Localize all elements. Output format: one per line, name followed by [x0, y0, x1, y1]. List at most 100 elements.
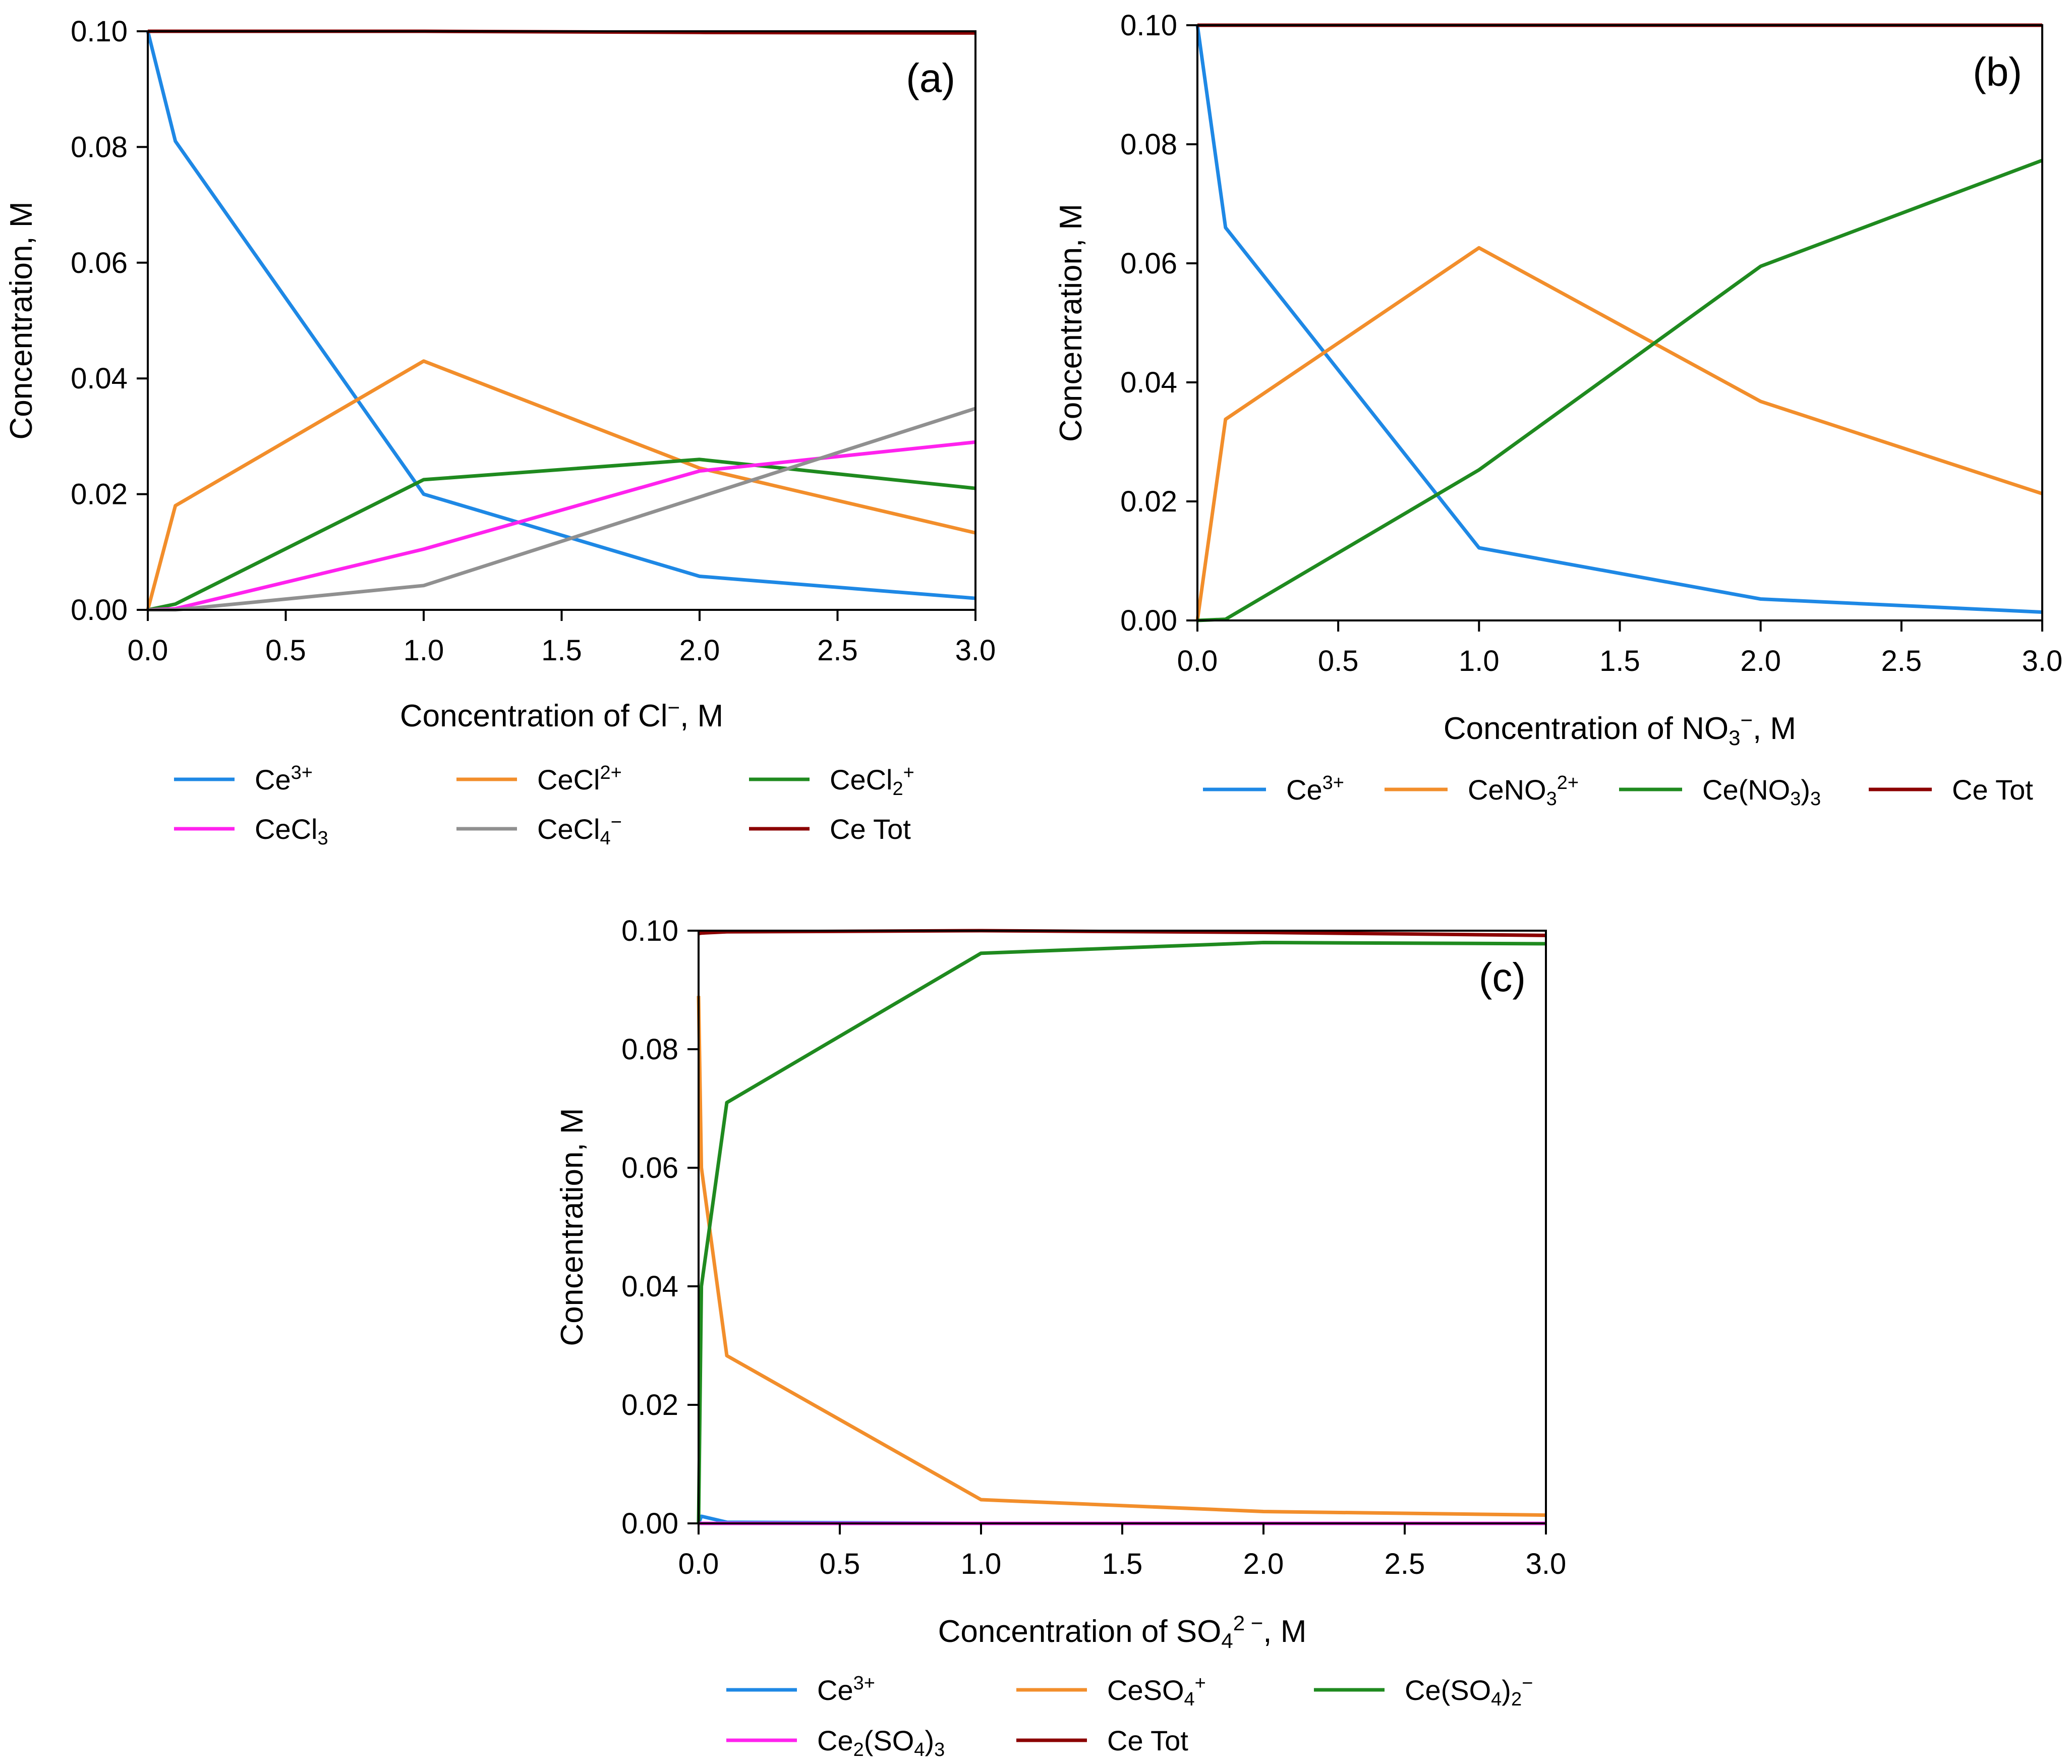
label-text: ) [1801, 774, 1810, 806]
legend-label: Ce(SO4)2− [1405, 1673, 1533, 1710]
y-tick-label: 0.00 [621, 1507, 678, 1540]
x-tick-label: 3.0 [2022, 645, 2063, 677]
plot-frame [147, 30, 976, 611]
legend-label: CeCl4− [537, 812, 622, 849]
legend-label: Ce3+ [255, 762, 313, 795]
label-text: , M [1263, 1614, 1306, 1649]
superscript: 2+ [600, 762, 621, 783]
y-tick-label: 0.10 [621, 915, 678, 947]
subscript: 4 [1184, 1689, 1195, 1710]
panel-label: (a) [906, 55, 955, 100]
x-tick-label: 1.0 [404, 634, 444, 667]
y-tick-label: 0.06 [621, 1152, 678, 1184]
legend-label: Ce2(SO4)3 [817, 1725, 945, 1760]
legend-item: Ce Tot [1016, 1725, 1188, 1756]
subscript: 4 [1221, 1629, 1233, 1653]
label-text: Ce [817, 1674, 853, 1706]
series-line-ceno3-2- [1195, 246, 2043, 621]
label-text: Ce [1286, 774, 1322, 806]
legend-item: Ce(NO3)3 [1619, 774, 1821, 810]
subscript: 2 [1511, 1689, 1522, 1710]
subscript: 4 [600, 828, 610, 849]
superscript: − [611, 812, 622, 833]
series-line-cecl3 [147, 440, 976, 612]
x-axis-label: Concentration of NO3−, M [1444, 708, 1796, 750]
y-tick-label: 0.06 [1120, 247, 1177, 280]
chart-panel-b: 0.0 0.5 1.0 1.5 2.0 2.5 3.0 0.00 0.02 0.04 0.06 0.0… [1054, 9, 2062, 810]
superscript: + [1195, 1673, 1206, 1694]
label-text: CeCl [537, 813, 600, 845]
x-tick-label: 2.5 [1385, 1548, 1425, 1580]
label-text: CeCl [537, 764, 600, 795]
legend-item: Ce3+ [726, 1673, 875, 1706]
label-text: Concentration of NO [1444, 711, 1729, 746]
y-tick-label: 0.04 [621, 1270, 678, 1303]
superscript: 3+ [291, 762, 313, 783]
legend-label: CeCl3 [255, 813, 328, 849]
superscript: − [1740, 708, 1753, 732]
x-tick-label: 2.0 [1740, 645, 1781, 677]
x-tick-label: 2.0 [1243, 1548, 1284, 1580]
superscript: + [903, 762, 914, 783]
legend-item: CeNO32+ [1385, 772, 1579, 810]
label-text: Ce Tot [830, 813, 911, 845]
legend-label: Ce Tot [1107, 1725, 1188, 1756]
panel-label: (c) [1479, 955, 1526, 1000]
label-text: Ce(SO [1405, 1674, 1491, 1706]
label-text: Concentration of Cl [400, 699, 668, 733]
label-text: , M [680, 699, 723, 733]
subscript: 3 [1810, 788, 1821, 810]
x-tick-label: 1.5 [1599, 645, 1640, 677]
label-text: Ce Tot [1107, 1725, 1188, 1756]
label-text: CeCl [830, 764, 892, 795]
label-text: CeNO [1468, 774, 1546, 806]
y-axis-label: Concentration, M [1054, 204, 1088, 442]
legend-item: CeCl3 [174, 813, 328, 849]
subscript: 2 [853, 1739, 864, 1760]
subscript: 3 [1546, 788, 1557, 810]
y-tick-label: 0.00 [1120, 604, 1177, 637]
legend-label: CeCl2+ [537, 762, 622, 795]
label-text: ) [925, 1725, 934, 1756]
label-text: Concentration of SO [938, 1614, 1222, 1649]
superscript: 3+ [1322, 772, 1344, 793]
label-text: , M [1753, 711, 1796, 746]
y-tick-label: 0.06 [71, 247, 128, 279]
y-axis-label: Concentration, M [555, 1108, 590, 1346]
legend-item: CeCl2+ [456, 762, 622, 795]
y-tick-label: 0.00 [71, 594, 128, 627]
label-text: CeSO [1107, 1674, 1184, 1706]
y-tick-label: 0.10 [1120, 9, 1177, 42]
x-tick-label: 1.5 [541, 634, 582, 667]
y-tick-label: 0.04 [71, 362, 128, 395]
label-text: Ce [255, 764, 291, 795]
y-tick-label: 0.02 [1120, 485, 1177, 518]
subscript: 4 [914, 1739, 925, 1760]
subscript: 3 [317, 828, 328, 849]
x-axis-label: Concentration of SO42 −, M [938, 1611, 1307, 1653]
label-text: (SO [864, 1725, 914, 1756]
y-tick-label: 0.08 [71, 131, 128, 163]
x-tick-label: 2.0 [679, 634, 720, 667]
x-axis-label: Concentration of Cl−, M [400, 696, 723, 733]
legend-label: Ce3+ [817, 1673, 875, 1706]
legend-item: Ce2(SO4)3 [726, 1725, 945, 1760]
x-tick-label: 1.0 [961, 1548, 1002, 1580]
label-text: Ce [817, 1725, 853, 1756]
legend: Ce3+ CeSO4+ Ce(SO4)2−Ce2(SO4)3 Ce Tot [726, 1673, 1533, 1760]
x-tick-label: 0.0 [1177, 645, 1218, 677]
y-tick-label: 0.02 [621, 1389, 678, 1421]
superscript: − [1522, 1673, 1533, 1694]
legend-label: Ce(NO3)3 [1702, 774, 1821, 810]
x-tick-label: 0.5 [1318, 645, 1359, 677]
superscript: 2+ [1557, 772, 1579, 793]
label-text: CeCl [255, 813, 317, 845]
y-tick-label: 0.02 [71, 478, 128, 511]
legend-label: Ce Tot [1952, 774, 2033, 806]
legend-item: CeSO4+ [1016, 1673, 1206, 1710]
x-tick-label: 1.5 [1102, 1548, 1143, 1580]
superscript: 3+ [853, 1673, 875, 1694]
series-line-ceso4- [697, 996, 1546, 1517]
x-tick-label: 3.0 [955, 634, 996, 667]
